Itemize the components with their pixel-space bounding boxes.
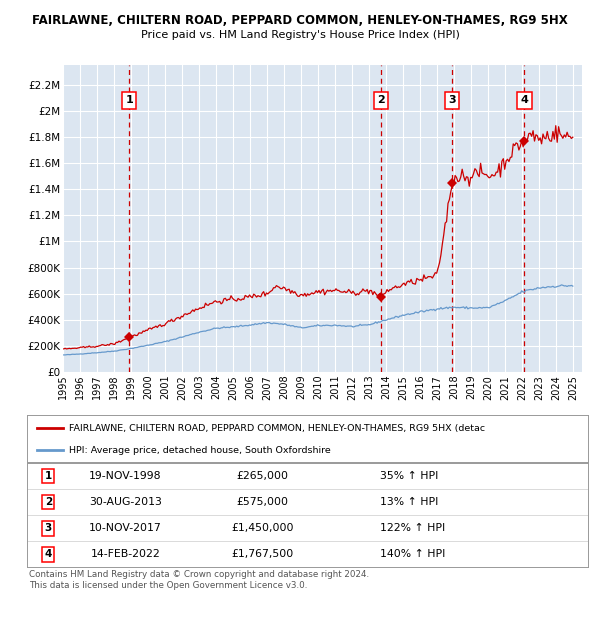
Text: 13% ↑ HPI: 13% ↑ HPI (380, 497, 439, 507)
Text: FAIRLAWNE, CHILTERN ROAD, PEPPARD COMMON, HENLEY-ON-THAMES, RG9 5HX (detac: FAIRLAWNE, CHILTERN ROAD, PEPPARD COMMON… (69, 424, 485, 433)
Text: Contains HM Land Registry data © Crown copyright and database right 2024.
This d: Contains HM Land Registry data © Crown c… (29, 570, 369, 590)
Text: 3: 3 (448, 95, 456, 105)
Text: 3: 3 (44, 523, 52, 533)
Text: 1: 1 (44, 471, 52, 481)
Text: 1: 1 (125, 95, 133, 105)
Text: 19-NOV-1998: 19-NOV-1998 (89, 471, 161, 481)
Text: 30-AUG-2013: 30-AUG-2013 (89, 497, 161, 507)
Text: £575,000: £575,000 (236, 497, 289, 507)
Text: 4: 4 (44, 549, 52, 559)
Text: FAIRLAWNE, CHILTERN ROAD, PEPPARD COMMON, HENLEY-ON-THAMES, RG9 5HX: FAIRLAWNE, CHILTERN ROAD, PEPPARD COMMON… (32, 14, 568, 27)
Text: 122% ↑ HPI: 122% ↑ HPI (380, 523, 446, 533)
Text: 140% ↑ HPI: 140% ↑ HPI (380, 549, 446, 559)
Text: £1,767,500: £1,767,500 (232, 549, 294, 559)
Text: 10-NOV-2017: 10-NOV-2017 (89, 523, 161, 533)
Text: HPI: Average price, detached house, South Oxfordshire: HPI: Average price, detached house, Sout… (69, 446, 331, 455)
Text: 2: 2 (44, 497, 52, 507)
Text: Price paid vs. HM Land Registry's House Price Index (HPI): Price paid vs. HM Land Registry's House … (140, 30, 460, 40)
Text: 2: 2 (377, 95, 385, 105)
Text: 14-FEB-2022: 14-FEB-2022 (90, 549, 160, 559)
Text: 4: 4 (521, 95, 529, 105)
Text: 35% ↑ HPI: 35% ↑ HPI (380, 471, 439, 481)
Text: £1,450,000: £1,450,000 (232, 523, 294, 533)
Text: £265,000: £265,000 (236, 471, 289, 481)
